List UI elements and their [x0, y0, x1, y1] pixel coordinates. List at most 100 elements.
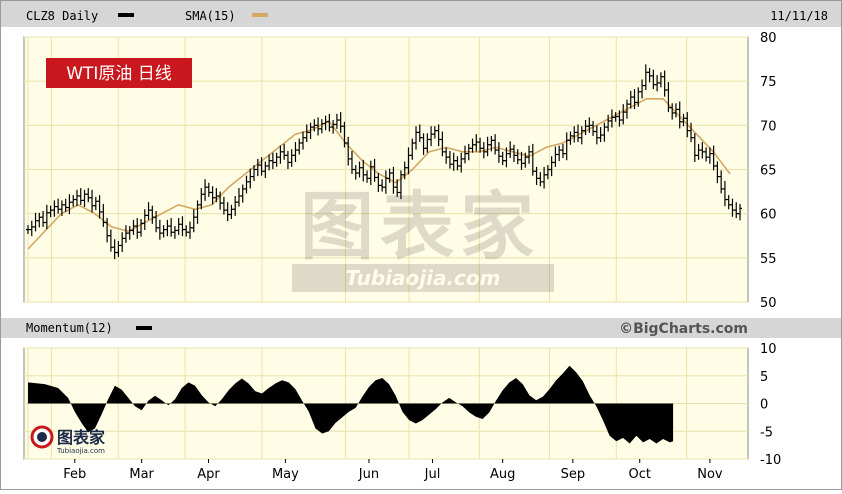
price-bar	[715, 161, 720, 184]
price-y-tick: 75	[760, 75, 777, 90]
price-bar	[515, 149, 520, 165]
price-bar	[131, 219, 136, 235]
price-bar	[564, 132, 569, 161]
header-bar	[1, 1, 841, 27]
price-y-tick: 60	[760, 208, 777, 223]
price-bar	[696, 143, 701, 160]
price-bar	[327, 113, 332, 132]
price-bar	[440, 131, 445, 157]
price-bar	[346, 136, 351, 166]
price-bar	[225, 202, 230, 222]
price-bar	[267, 154, 272, 171]
x-axis: Feb Mar Apr May Jun Jul Aug Sep Oct Nov	[63, 459, 723, 482]
price-bar	[383, 170, 388, 194]
price-bar	[187, 221, 192, 239]
price-bar	[655, 74, 660, 92]
price-bar	[602, 122, 607, 142]
price-bar	[169, 218, 174, 237]
price-y-tick: 70	[760, 119, 777, 134]
momentum-area	[28, 365, 674, 444]
watermark-band	[292, 264, 554, 292]
price-bar	[624, 99, 629, 119]
price-bar	[429, 126, 434, 147]
price-y-tick: 50	[760, 296, 777, 311]
symbol-label: CLZ8 Daily	[26, 9, 98, 23]
price-bar	[312, 119, 317, 132]
price-bar	[236, 188, 241, 207]
price-bar	[560, 143, 565, 159]
price-bar	[172, 226, 177, 239]
price-bar	[233, 196, 238, 216]
price-bar	[176, 218, 181, 235]
price-bar	[707, 147, 712, 164]
price-bar	[436, 124, 441, 147]
price-bar	[372, 158, 377, 182]
price-bar	[398, 170, 403, 200]
price-bar	[263, 161, 268, 178]
price-bar	[161, 225, 166, 238]
tubiaojia-logo: 图表家 Tubiaojia.com	[30, 425, 106, 455]
x-tick-label: May	[272, 467, 299, 482]
title-badge	[46, 58, 192, 88]
price-bar	[37, 212, 42, 228]
price-bar	[323, 115, 328, 131]
price-bar	[334, 113, 339, 129]
price-bar	[432, 126, 437, 139]
price-bar	[414, 126, 419, 150]
x-tick-label: Jun	[358, 467, 379, 482]
price-bar	[146, 202, 151, 220]
price-bar	[108, 229, 113, 252]
sma-label: SMA(15)	[185, 9, 236, 23]
price-bar	[154, 211, 159, 233]
price-bar	[594, 125, 599, 145]
price-bar	[165, 219, 170, 237]
price-bar	[331, 120, 336, 134]
price-bar	[97, 195, 102, 219]
price-bar	[376, 173, 381, 193]
price-bar	[692, 133, 697, 162]
price-bar	[651, 69, 656, 90]
price-bar	[52, 200, 57, 217]
price-bar	[685, 112, 690, 138]
price-bar	[700, 142, 705, 159]
price-bar	[662, 70, 667, 97]
price-bar	[214, 188, 219, 203]
price-bar	[139, 218, 144, 237]
price-bar	[730, 198, 735, 217]
price-bar	[677, 101, 682, 129]
price-bar	[489, 135, 494, 152]
price-bar	[289, 149, 294, 167]
price-bar	[93, 196, 98, 211]
price-bar	[519, 151, 524, 170]
price-bar	[338, 112, 343, 133]
price-bar	[82, 189, 87, 208]
price-bar	[319, 119, 324, 134]
price-bar	[120, 232, 125, 253]
price-bar	[681, 113, 686, 127]
price-bar	[462, 145, 467, 164]
price-bar	[704, 147, 709, 162]
price-bar	[206, 182, 211, 197]
price-bar	[274, 152, 279, 167]
price-bar	[587, 117, 592, 133]
price-bar	[184, 225, 189, 237]
price-bar	[26, 225, 30, 234]
price-bar	[86, 188, 91, 203]
price-bar	[244, 175, 249, 194]
price-bar	[568, 131, 573, 145]
price-bar	[342, 121, 347, 148]
momentum-label: Momentum(12)	[26, 321, 113, 335]
price-bar	[711, 145, 716, 171]
price-bar	[395, 179, 400, 197]
price-bar	[738, 203, 742, 221]
price-bar	[647, 67, 652, 83]
price-bar	[142, 209, 147, 231]
price-bar	[726, 195, 731, 210]
price-bar	[425, 133, 430, 153]
price-bar	[481, 142, 486, 159]
price-bar	[673, 103, 678, 118]
momentum-y-tick: 10	[760, 342, 777, 357]
momentum-header-bar	[1, 318, 841, 338]
watermark-main: 图表家	[300, 184, 540, 270]
